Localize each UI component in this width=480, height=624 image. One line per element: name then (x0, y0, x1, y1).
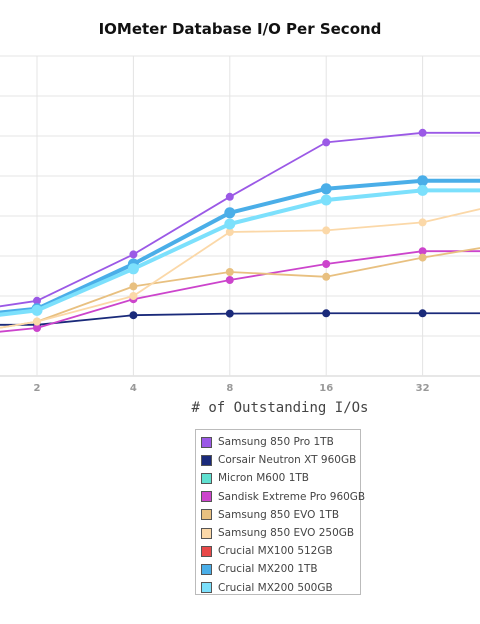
legend-swatch (201, 472, 212, 484)
legend-item[interactable]: Samsung 850 EVO 1TB (201, 506, 360, 524)
legend-swatch (201, 436, 212, 448)
x-tick-labels: 2 4 8 16 32 (34, 383, 430, 394)
legend-item[interactable]: Corsair Neutron XT 960GB (201, 451, 360, 469)
data-point[interactable] (322, 226, 331, 235)
legend-swatch (201, 527, 212, 539)
legend-label: Sandisk Extreme Pro 960GB (218, 490, 366, 503)
legend-swatch (201, 545, 212, 557)
legend-item[interactable]: Crucial MX200 1TB (201, 560, 360, 578)
series-samsung-850-pro-1tb (0, 128, 480, 308)
legend-item[interactable]: Micron M600 1TB (201, 469, 360, 487)
data-point[interactable] (224, 218, 236, 230)
legend-swatch (201, 509, 212, 521)
legend-label: Samsung 850 EVO 1TB (218, 508, 340, 521)
x-tick-label: 32 (416, 383, 430, 394)
legend-label: Crucial MX200 500GB (218, 581, 333, 594)
data-point[interactable] (322, 272, 331, 281)
grid (0, 55, 480, 377)
x-tick-label: 8 (226, 383, 233, 394)
data-point[interactable] (418, 253, 427, 262)
x-tick-label: 16 (319, 383, 333, 394)
legend-swatch (201, 454, 212, 466)
legend-swatch (201, 491, 212, 503)
data-point[interactable] (320, 194, 332, 206)
data-point[interactable] (129, 250, 138, 259)
data-point[interactable] (129, 282, 138, 291)
legend-item[interactable]: Sandisk Extreme Pro 960GB (201, 488, 365, 506)
legend-item[interactable]: Samsung 850 EVO 250GB (201, 524, 360, 542)
series-line (0, 178, 480, 315)
data-point[interactable] (418, 218, 427, 227)
data-point[interactable] (418, 247, 427, 256)
data-point[interactable] (225, 309, 234, 318)
legend-item[interactable]: Samsung 850 Pro 1TB (201, 433, 360, 451)
legend-swatch (201, 563, 212, 575)
data-point[interactable] (418, 309, 427, 318)
legend-label: Crucial MX200 1TB (218, 563, 318, 576)
data-point[interactable] (224, 207, 236, 219)
chart-title: IOMeter Database I/O Per Second (98, 20, 382, 38)
data-point[interactable] (33, 296, 41, 305)
legend-label: Samsung 850 Pro 1TB (218, 436, 334, 449)
data-point[interactable] (33, 317, 41, 326)
data-point[interactable] (225, 192, 234, 201)
data-point[interactable] (322, 309, 331, 318)
data-point[interactable] (418, 128, 427, 137)
legend-label: Crucial MX100 512GB (218, 545, 333, 558)
legend-item[interactable]: Crucial MX100 512GB (201, 542, 360, 560)
x-tick-label: 2 (34, 383, 41, 394)
series-line (0, 312, 480, 326)
data-point[interactable] (225, 276, 234, 284)
legend-label: Corsair Neutron XT 960GB (218, 454, 357, 467)
legend-label: Micron M600 1TB (218, 472, 309, 485)
data-point[interactable] (322, 138, 331, 147)
data-point[interactable] (129, 311, 138, 320)
data-point[interactable] (225, 268, 234, 276)
legend: Samsung 850 Pro 1TB Corsair Neutron XT 96… (195, 429, 365, 597)
x-tick-label: 4 (130, 383, 137, 394)
series-crucial-mx200-500gb (0, 184, 480, 317)
data-point[interactable] (322, 260, 331, 268)
series-samsung-850-evo-250gb (0, 208, 480, 329)
data-point[interactable] (31, 304, 43, 316)
legend-swatch (201, 582, 212, 594)
data-point[interactable] (225, 228, 234, 236)
legend-item[interactable]: Crucial MX200 500GB (201, 579, 360, 597)
data-point[interactable] (417, 184, 429, 196)
data-point[interactable] (127, 263, 139, 275)
x-axis-title: # of Outstanding I/Os (191, 400, 369, 416)
data-point[interactable] (33, 324, 41, 332)
data-point[interactable] (320, 183, 332, 195)
legend-label: Samsung 850 EVO 250GB (218, 527, 355, 540)
data-point[interactable] (129, 292, 138, 300)
data-point[interactable] (417, 175, 429, 187)
series-lines (0, 128, 480, 333)
